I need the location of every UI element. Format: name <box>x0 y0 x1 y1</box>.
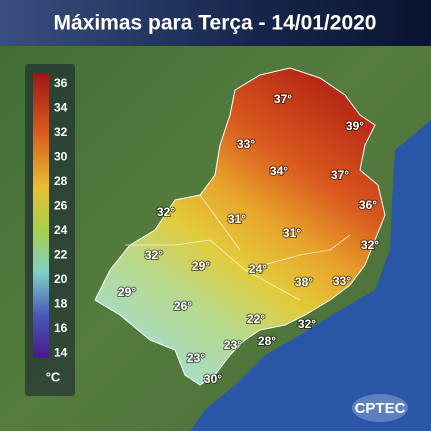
temperature-label: 33° <box>333 274 351 288</box>
temperature-label: 22° <box>247 312 265 326</box>
temperature-label: 32° <box>298 317 316 331</box>
ocean <box>190 120 431 431</box>
legend-tick: 20 <box>54 272 68 286</box>
legend-tick: 32 <box>54 125 68 139</box>
temperature-label: 33° <box>237 137 255 151</box>
temperature-field <box>94 67 386 386</box>
title: Máximas para Terça - 14/01/2020 <box>54 12 377 35</box>
legend-tick: 18 <box>54 297 68 311</box>
temperature-label: 23° <box>187 351 205 365</box>
temperature-label: 37° <box>331 168 349 182</box>
temperature-label: 29° <box>118 285 136 299</box>
temperature-label: 24° <box>249 262 267 276</box>
temperature-label: 31° <box>228 212 246 226</box>
legend-tick: 24 <box>54 223 68 237</box>
legend-tick: 16 <box>54 321 68 335</box>
legend-tick: 14 <box>54 346 68 360</box>
title-bar <box>0 0 431 46</box>
legend-tick: 26 <box>54 199 68 213</box>
temperature-label: 34° <box>270 164 288 178</box>
temperature-label: 28° <box>258 334 276 348</box>
legend-tick: 28 <box>54 174 68 188</box>
temperature-label: 23° <box>224 338 242 352</box>
temperature-label: 39° <box>346 119 364 133</box>
color-bar <box>33 74 49 358</box>
legend-tick: 36 <box>54 76 68 90</box>
legend-box <box>25 64 75 396</box>
temperature-label: 29° <box>192 259 210 273</box>
temperature-label: 26° <box>174 299 192 313</box>
temperature-label: 32° <box>361 238 379 252</box>
temperature-label: 36° <box>359 198 377 212</box>
temperature-label: 37° <box>274 92 292 106</box>
legend-unit: °C <box>46 369 61 384</box>
temperature-label: 38° <box>295 275 313 289</box>
state-borders <box>125 194 351 301</box>
legend-tick: 30 <box>54 150 68 164</box>
temperature-label: 32° <box>157 205 175 219</box>
logo: CPTEC <box>352 394 408 422</box>
legend-tick: 22 <box>54 248 68 262</box>
logo-text: CPTEC <box>355 400 406 417</box>
temperature-label: 32° <box>145 248 163 262</box>
legend-tick: 34 <box>54 101 68 115</box>
logo-badge <box>352 394 408 422</box>
temperature-label: 30° <box>204 372 222 386</box>
temperature-label: 31° <box>283 226 301 240</box>
